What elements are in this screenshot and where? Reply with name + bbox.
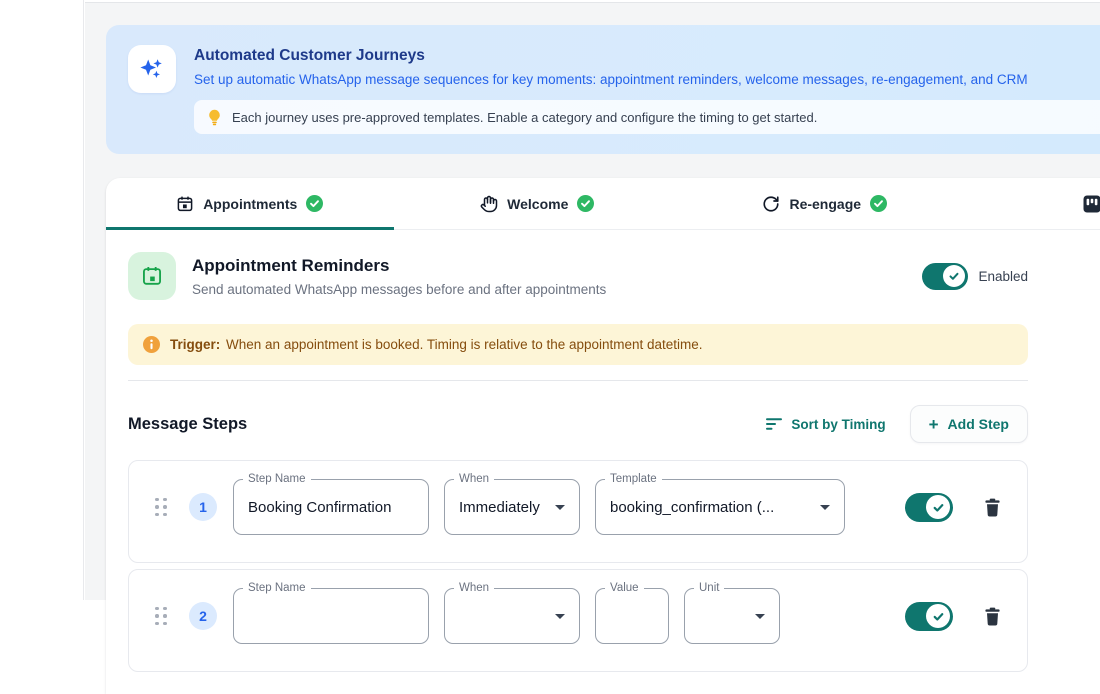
step-name-input[interactable]: Step Name Booking Confirmation [233,479,429,535]
info-icon [143,336,160,353]
tab-crm[interactable]: CRM [969,178,1100,229]
waving-hand-icon [480,195,498,213]
tab-label: Welcome [507,196,568,212]
sparkles-icon [128,45,176,93]
tab-re-engage[interactable]: Re-engage [681,178,969,229]
chevron-down-icon [755,614,765,619]
tab-label: Appointments [203,196,297,212]
step-enabled-toggle[interactable] [905,602,953,631]
sort-by-timing-button[interactable]: Sort by Timing [766,417,885,432]
step-row-2: 2 Step Name When Value [128,569,1028,672]
add-step-button[interactable]: + Add Step [910,405,1028,443]
left-sidebar-strip [0,0,84,600]
drag-handle-icon[interactable] [155,498,167,517]
appointments-panel: Appointment Reminders Send automated Wha… [106,230,1050,694]
step-row-1: 1 Step Name Booking Confirmation When Im… [128,460,1028,563]
step-enabled-toggle[interactable] [905,493,953,522]
trigger-text: Trigger: When an appointment is booked. … [170,337,703,352]
template-select[interactable]: Template booking_confirmation (... [595,479,845,535]
when-select[interactable]: When Immediately [444,479,580,535]
drag-handle-icon[interactable] [155,607,167,626]
journeys-banner: Automated Customer Journeys Set up autom… [106,25,1100,154]
tab-welcome[interactable]: Welcome [394,178,682,229]
step-number-badge: 1 [189,493,217,521]
banner-description: Set up automatic WhatsApp message sequen… [194,70,1100,89]
when-label: When [454,472,494,487]
value-label: Value [605,581,644,596]
toggle-knob-check-icon [926,495,950,519]
chevron-down-icon [820,505,830,510]
delete-step-button[interactable] [984,498,1001,517]
when-label: When [454,581,494,596]
calendar-green-icon [128,252,176,300]
tab-label: Re-engage [789,196,861,212]
when-select[interactable]: When [444,588,580,644]
check-circle-icon [870,195,887,212]
toggle-knob-check-icon [926,604,950,628]
plus-icon: + [929,416,939,433]
check-circle-icon [577,195,594,212]
chevron-down-icon [555,614,565,619]
journeys-card: Appointments Welcome [106,178,1100,694]
banner-title: Automated Customer Journeys [194,46,1100,65]
trigger-label: Trigger: [170,337,220,352]
sort-icon [766,417,782,431]
step-name-label: Step Name [243,581,311,596]
tip-bar: Each journey uses pre-approved templates… [194,100,1100,134]
lightbulb-icon [207,109,222,126]
value-input[interactable]: Value [595,588,669,644]
toggle-knob-check-icon [943,265,965,287]
section-title: Appointment Reminders [192,255,606,276]
message-steps-title: Message Steps [128,415,766,434]
kanban-icon [1083,195,1100,213]
template-label: Template [605,472,662,487]
tip-text: Each journey uses pre-approved templates… [232,110,817,125]
step-number-badge: 2 [189,602,217,630]
unit-label: Unit [694,581,724,596]
section-subtitle: Send automated WhatsApp messages before … [192,282,606,297]
unit-select[interactable]: Unit [684,588,780,644]
step-name-input[interactable]: Step Name [233,588,429,644]
delete-step-button[interactable] [984,607,1001,626]
chevron-down-icon [555,505,565,510]
tab-appointments[interactable]: Appointments [106,178,394,229]
divider [128,380,1028,381]
main-content: Automated Customer Journeys Set up autom… [85,0,1100,600]
check-circle-icon [306,195,323,212]
step-name-label: Step Name [243,472,311,487]
journey-enabled-toggle[interactable] [922,263,968,290]
tab-bar: Appointments Welcome [106,178,1100,230]
refresh-icon [762,195,780,213]
trigger-banner: Trigger: When an appointment is booked. … [128,324,1028,365]
top-header-edge [85,0,1100,3]
enabled-label: Enabled [978,269,1028,284]
calendar-icon [176,195,194,213]
